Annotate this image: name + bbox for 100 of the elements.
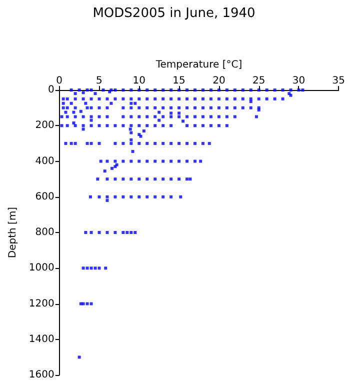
point [102,88,105,92]
point [114,88,117,92]
point [233,97,236,100]
point [170,112,173,115]
point [90,118,93,122]
point [106,231,109,234]
point [281,97,284,100]
point [86,302,89,306]
point [138,160,141,163]
point [217,97,220,100]
point [94,266,97,270]
point [201,106,204,110]
x-tick-label: 30 [292,76,306,86]
point [130,138,133,142]
point [146,88,149,92]
point [170,124,173,128]
point [194,106,197,110]
point [96,178,100,181]
point [90,88,93,92]
y-tick-label: 600 [35,191,54,202]
point [158,118,161,122]
point [138,115,141,118]
point [98,142,101,145]
point [208,142,211,145]
point [146,195,149,198]
point [114,195,117,198]
x-tick-label: 10 [132,76,146,86]
point [225,124,228,128]
point [179,195,182,198]
point [122,106,125,110]
point [106,178,109,181]
point [98,195,101,198]
point [162,88,165,92]
y-tick-label: 200 [35,120,54,132]
point [188,178,192,181]
point [146,178,149,181]
point [122,160,125,163]
point [70,102,73,105]
point [86,142,89,145]
point [122,195,125,198]
point [194,124,197,128]
point [60,115,64,118]
point [241,106,244,110]
point [70,88,73,92]
point [186,142,189,145]
point [201,97,204,100]
point [134,231,137,234]
point [66,124,69,128]
point [154,97,157,100]
point [162,115,165,118]
point [126,231,129,234]
point [217,88,220,92]
point [74,142,77,145]
point [130,115,133,118]
point [281,88,284,92]
point [249,106,252,110]
point [249,97,252,100]
point [146,115,149,118]
point [122,142,125,145]
point [162,160,165,163]
point [78,356,81,359]
point [241,88,244,92]
point [74,92,77,96]
point [122,88,125,92]
point [74,97,77,100]
point [170,88,173,92]
point [209,88,212,92]
point [154,195,157,198]
point [114,142,117,145]
x-tick-label: 15 [172,76,186,86]
point [162,124,165,128]
point [186,88,189,92]
point [122,178,125,181]
point [130,102,133,105]
point [106,160,109,163]
point [209,115,212,118]
point [241,97,244,100]
point [86,106,89,110]
point [84,102,88,105]
point [106,195,109,198]
point [142,129,146,132]
point [233,106,236,110]
y-tick-label: 1200 [28,298,54,310]
point [170,195,173,198]
point [86,88,89,92]
point [90,106,93,110]
x-tick-label: 20 [212,76,226,86]
point [131,150,134,153]
point [94,92,97,96]
point [233,88,236,92]
point [122,115,125,118]
point [162,142,165,145]
point [130,131,133,134]
point [138,178,141,181]
point [122,231,125,234]
point [146,142,149,145]
point [114,178,117,181]
x-tick-label: 0 [56,76,63,86]
point [186,178,189,181]
point [186,160,189,163]
